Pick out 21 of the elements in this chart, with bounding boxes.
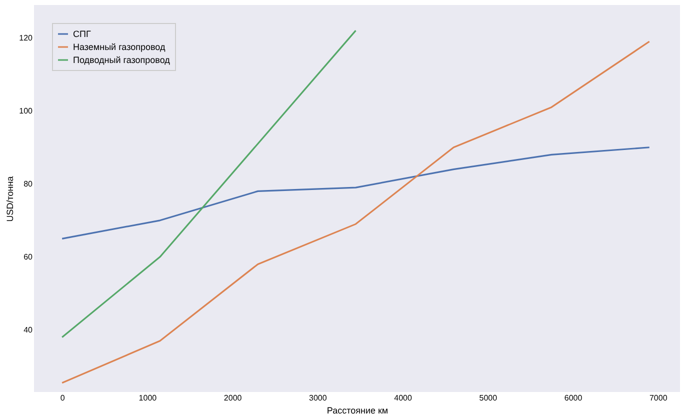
x-tick-label: 1000 xyxy=(138,394,158,402)
y-tick-label: 120 xyxy=(19,33,34,42)
line-series xyxy=(61,30,357,338)
y-tick-label: 40 xyxy=(24,325,34,334)
x-axis-title: Расстояние км xyxy=(326,406,388,416)
x-tick-label: 3000 xyxy=(309,394,328,402)
x-tick-label: 4000 xyxy=(394,394,412,402)
x-tick-label: 7000 xyxy=(649,394,668,402)
line-series xyxy=(61,146,650,240)
x-tick-label: 5000 xyxy=(479,394,498,402)
legend-label: Наземный газопровод xyxy=(73,42,166,52)
x-tick-label: 6000 xyxy=(564,394,583,402)
x-tick-label: 0 xyxy=(60,394,66,402)
legend-label: Подводный газопровод xyxy=(73,55,171,65)
y-tick-label: 100 xyxy=(19,106,34,116)
y-axis-title: USD/тонна xyxy=(5,176,16,222)
y-tick-label: 80 xyxy=(24,179,34,188)
y-tick-label: 60 xyxy=(24,252,34,262)
x-tick-label: 2000 xyxy=(224,394,242,402)
legend-label: СПГ xyxy=(73,29,91,39)
line-series xyxy=(61,40,650,384)
